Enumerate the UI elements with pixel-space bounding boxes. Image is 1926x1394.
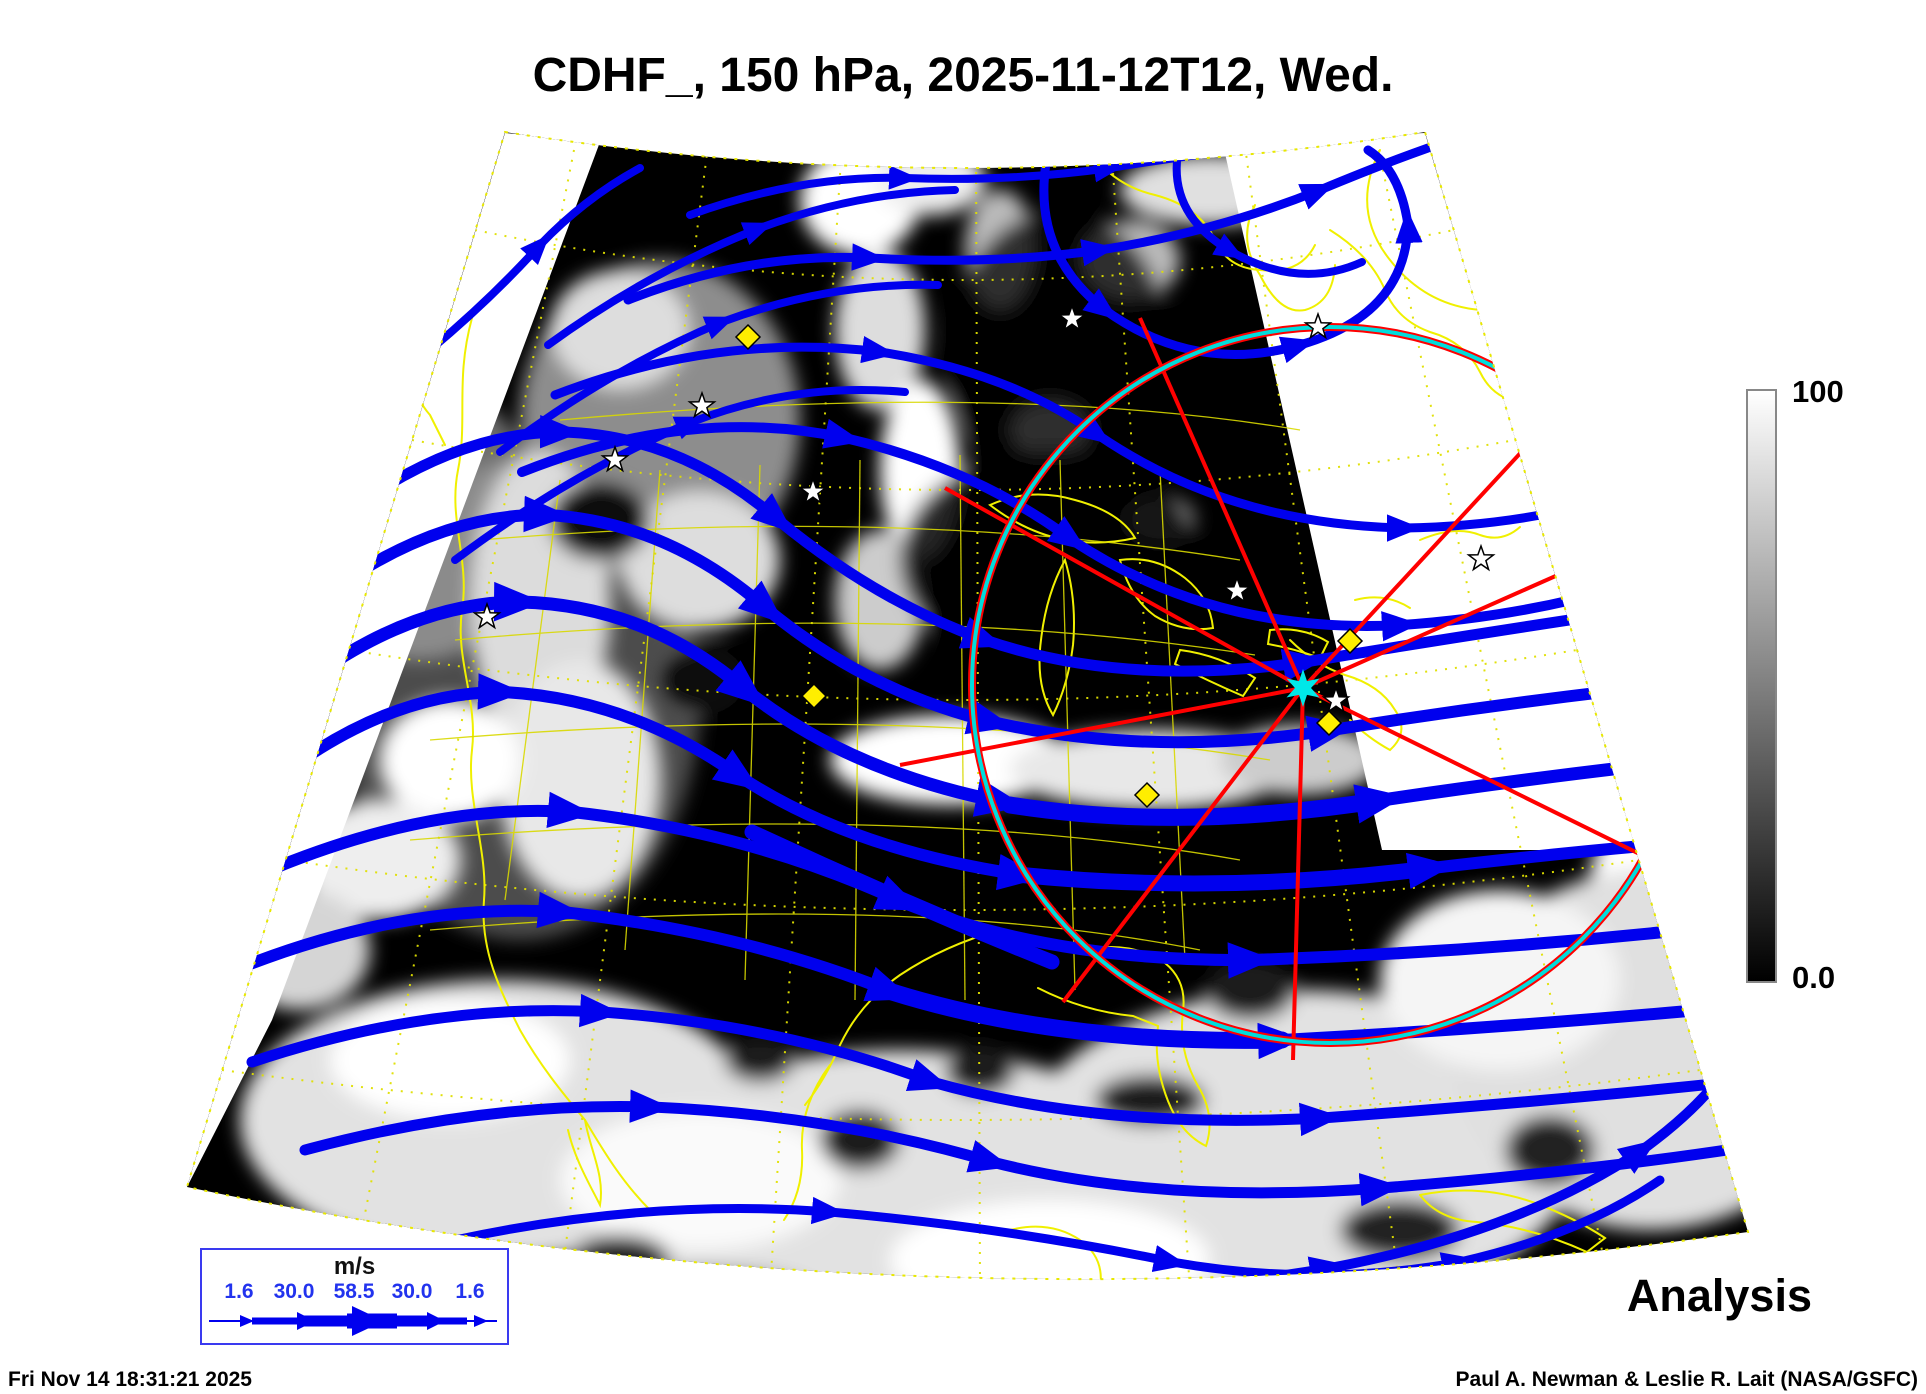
trajectory-ray: [899, 686, 1304, 767]
wind-legend-units-label: m/s: [333, 1253, 376, 1280]
wind-legend-tick: 1.6: [455, 1280, 485, 1303]
wind-legend-tick: 1.6: [224, 1280, 254, 1303]
city-star-marker: [1321, 685, 1351, 714]
credit-text: Paul A. Newman & Leslie R. Lait (NASA/GS…: [1455, 1368, 1918, 1391]
wind-legend-tick: 30.0: [273, 1280, 315, 1303]
jet-cores: [744, 791, 1440, 1049]
wind-legend-tick: 58.5: [333, 1280, 375, 1303]
station-diamond-marker: [1315, 709, 1343, 737]
station-star: [1286, 669, 1320, 707]
wind-legend-arrow: [209, 1306, 497, 1336]
city-star-marker: [1303, 311, 1333, 340]
colorbar-min-label: 0.0: [1792, 960, 1836, 995]
station-diamond-marker: [734, 323, 762, 351]
trajectory-ray: [944, 486, 1304, 690]
trajectory-ray: [1138, 317, 1305, 689]
trajectory-ray: [1291, 687, 1305, 1061]
city-star-marker: [687, 390, 717, 419]
wind-legend-tick: 30.0: [391, 1280, 433, 1303]
city-star-marker: [472, 601, 502, 630]
station-diamond-marker: [1133, 781, 1161, 809]
station-diamond-marker: [1336, 627, 1364, 655]
analysis-label: Analysis: [1626, 1270, 1812, 1321]
colorbar-gradient: [1746, 389, 1777, 983]
page-title: CDHF_, 150 hPa, 2025-11-12T12, Wed.: [532, 49, 1394, 102]
trajectory-ray: [1061, 686, 1305, 1004]
city-star-marker: [798, 476, 828, 505]
no-data-wedge-left: [187, 133, 600, 1187]
map-boundary: [185, 130, 1750, 1281]
city-star-marker: [1057, 303, 1087, 332]
wind-speed-legend: m/s 1.6 30.0 58.5 30.0 1.6: [200, 1248, 509, 1345]
city-star-marker: [1222, 575, 1252, 604]
generation-timestamp: Fri Nov 14 18:31:21 2025: [8, 1368, 252, 1391]
city-star-marker: [1466, 543, 1496, 572]
station-diamond-marker: [800, 682, 828, 710]
colorbar-max-label: 100: [1792, 374, 1844, 409]
city-star-marker: [600, 444, 630, 473]
